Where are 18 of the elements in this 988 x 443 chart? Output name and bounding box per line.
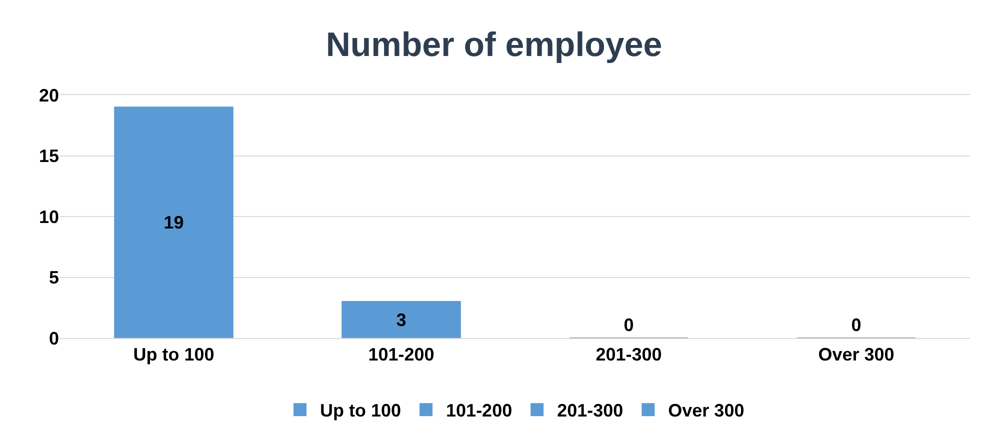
x-tick-label: Up to 100 [133, 344, 214, 365]
legend-label: Over 300 [668, 400, 744, 421]
chart-title: Number of employee [326, 26, 662, 64]
legend-label: 201-300 [557, 400, 624, 421]
y-tick-label: 20 [38, 85, 59, 106]
x-tick-label: 201-300 [596, 344, 662, 365]
data-label: 0 [624, 315, 634, 335]
y-tick-label: 0 [48, 328, 59, 348]
legend-label: 101-200 [446, 400, 512, 421]
y-tick-label: 5 [48, 268, 59, 288]
legend-label: Up to 100 [320, 400, 402, 421]
x-tick-label: Over 300 [818, 344, 894, 365]
y-tick-label: 10 [38, 206, 59, 227]
x-tick-label: 101-200 [368, 344, 434, 365]
data-label: 19 [164, 212, 184, 233]
data-label: 3 [396, 310, 406, 330]
data-label: 0 [851, 315, 862, 335]
y-tick-label: 15 [38, 146, 59, 166]
